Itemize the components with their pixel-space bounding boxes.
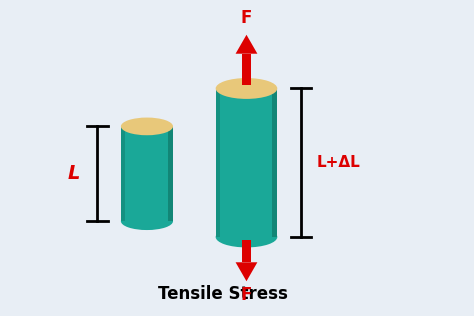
Ellipse shape: [121, 212, 173, 230]
Text: F: F: [241, 9, 252, 27]
Ellipse shape: [216, 78, 277, 99]
Polygon shape: [242, 240, 251, 262]
Ellipse shape: [121, 118, 173, 135]
Polygon shape: [272, 88, 277, 237]
Text: F: F: [241, 286, 252, 304]
Polygon shape: [121, 126, 125, 221]
Polygon shape: [168, 126, 173, 221]
Polygon shape: [236, 262, 257, 281]
Polygon shape: [216, 88, 220, 237]
Ellipse shape: [216, 227, 277, 247]
Polygon shape: [236, 35, 257, 54]
Text: Tensile Stress: Tensile Stress: [158, 285, 288, 303]
Polygon shape: [216, 88, 277, 237]
Text: L+ΔL: L+ΔL: [317, 155, 361, 170]
Polygon shape: [121, 126, 173, 221]
Text: L: L: [67, 164, 80, 183]
Polygon shape: [242, 54, 251, 85]
